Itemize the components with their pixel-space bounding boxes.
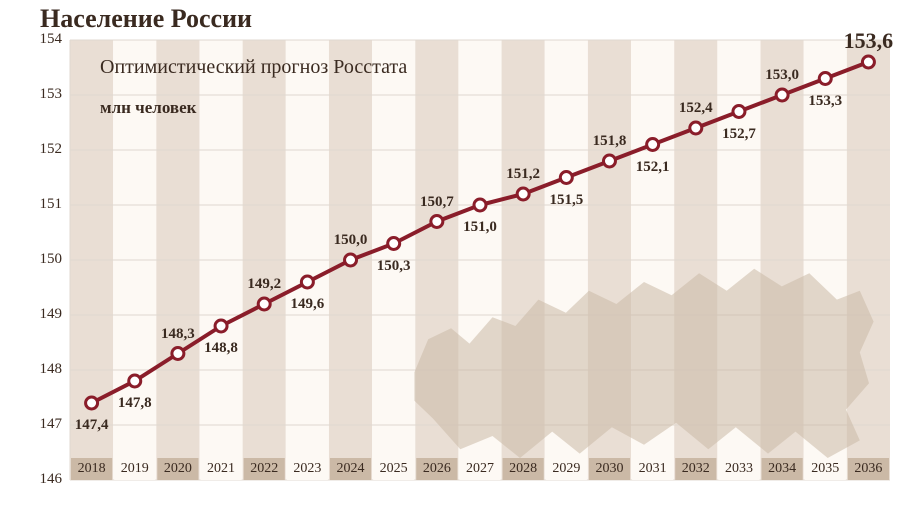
x-tick-label: 2020 — [156, 461, 199, 477]
data-label: 153,0 — [752, 67, 812, 84]
x-tick-label: 2028 — [502, 461, 545, 477]
y-tick-label: 148 — [0, 361, 62, 378]
data-label: 151,8 — [579, 133, 639, 150]
x-tick-label: 2022 — [243, 461, 286, 477]
data-label: 151,5 — [536, 192, 596, 209]
data-label: 148,8 — [191, 340, 251, 357]
data-label: 152,7 — [709, 126, 769, 143]
x-tick-label: 2027 — [458, 461, 501, 477]
y-tick-label: 152 — [0, 141, 62, 158]
y-tick-label: 146 — [0, 471, 62, 488]
x-tick-label: 2034 — [761, 461, 804, 477]
data-label: 147,8 — [105, 395, 165, 412]
x-tick-label: 2018 — [70, 461, 113, 477]
data-label: 152,4 — [666, 100, 726, 117]
data-label: 153,3 — [795, 93, 855, 110]
y-tick-label: 149 — [0, 306, 62, 323]
chart-units: млн человек — [100, 98, 196, 118]
data-label: 152,1 — [623, 159, 683, 176]
data-label: 150,3 — [364, 258, 424, 275]
population-chart: Население России Оптимистический прогноз… — [0, 0, 900, 507]
data-label: 149,6 — [277, 296, 337, 313]
x-tick-label: 2024 — [329, 461, 372, 477]
y-tick-label: 151 — [0, 196, 62, 213]
x-tick-label: 2030 — [588, 461, 631, 477]
data-label: 149,2 — [234, 276, 294, 293]
y-tick-label: 153 — [0, 86, 62, 103]
x-tick-label: 2026 — [415, 461, 458, 477]
x-tick-label: 2029 — [545, 461, 588, 477]
y-tick-label: 150 — [0, 251, 62, 268]
chart-title: Население России — [40, 4, 252, 34]
x-tick-label: 2032 — [674, 461, 717, 477]
x-tick-label: 2036 — [847, 461, 890, 477]
data-label: 151,0 — [450, 219, 510, 236]
x-tick-label: 2025 — [372, 461, 415, 477]
y-tick-label: 154 — [0, 31, 62, 48]
data-label: 151,2 — [493, 166, 553, 183]
x-tick-label: 2033 — [717, 461, 760, 477]
chart-subtitle: Оптимистический прогноз Росстата — [100, 56, 407, 79]
data-label: 147,4 — [62, 417, 122, 434]
data-label: 150,7 — [407, 194, 467, 211]
x-tick-label: 2021 — [199, 461, 242, 477]
x-tick-label: 2019 — [113, 461, 156, 477]
data-label: 153,6 — [838, 28, 898, 54]
data-label: 150,0 — [321, 232, 381, 249]
y-tick-label: 147 — [0, 416, 62, 433]
x-tick-label: 2035 — [804, 461, 847, 477]
x-tick-label: 2023 — [286, 461, 329, 477]
x-tick-label: 2031 — [631, 461, 674, 477]
